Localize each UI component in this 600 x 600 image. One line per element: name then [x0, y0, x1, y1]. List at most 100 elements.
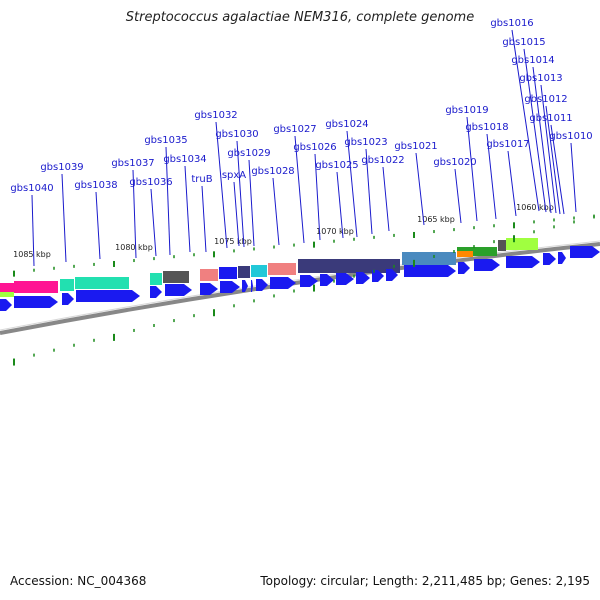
cds-arrow: [372, 270, 384, 282]
cog-block: [163, 271, 189, 283]
cds-arrow: [270, 277, 296, 289]
cog-block: [14, 281, 58, 293]
gene-leader-line: [165, 146, 171, 256]
genome-summary-text: Topology: circular; Length: 2,211,485 bp…: [260, 574, 590, 588]
gene-label: gbs1025: [315, 160, 358, 171]
gene-label: gbs1029: [227, 148, 270, 159]
cds-arrow: [300, 275, 318, 287]
gene-label: gbs1040: [10, 183, 53, 194]
cds-arrow: [543, 253, 556, 265]
gene-leader-line: [201, 185, 207, 253]
gene-label: gbs1010: [549, 131, 592, 142]
cog-block: [298, 259, 400, 273]
gene-leader-line: [294, 135, 305, 244]
gene-label: gbs1027: [273, 124, 316, 135]
gene-label: gbs1022: [361, 155, 404, 166]
gene-leader-line: [511, 29, 540, 212]
cds-arrow: [242, 280, 248, 292]
gene-label: gbs1011: [529, 113, 572, 124]
cds-arrow: [386, 269, 398, 281]
gene-label: gbs1021: [394, 141, 437, 152]
gene-leader-line: [540, 84, 557, 214]
gene-leader-line: [132, 169, 137, 259]
kbp-scale-labels: 1085 kbp 1080 kbp 1075 kbp 1070 kbp 1065 kbp…: [13, 203, 554, 259]
gene-label: gbs1017: [486, 139, 529, 150]
cds-arrow: [200, 283, 218, 295]
gene-label: gbs1014: [511, 55, 554, 66]
cog-feature-track: [0, 238, 538, 297]
gene-labels: gbs1040 gbs1039 gbs1038 gbs1037 gbs1036 gbs10…: [10, 18, 593, 267]
gene-leader-line: [346, 130, 358, 238]
kbp-label: 1060 kbp: [516, 203, 554, 212]
cog-block: [200, 269, 218, 281]
gene-leader-line: [365, 148, 373, 235]
gene-leader-line: [466, 116, 478, 222]
cds-arrow: [336, 273, 354, 285]
gene-leader-line: [415, 152, 425, 226]
cog-block: [506, 238, 538, 250]
gene-leader-line: [486, 133, 497, 220]
cds-arrow: [474, 259, 500, 271]
cog-block: [60, 279, 74, 291]
cds-arrow: [76, 290, 140, 302]
gene-leader-line: [523, 48, 547, 213]
cds-arrow: [0, 299, 12, 311]
cds-arrow: [150, 286, 162, 298]
gene-label: gbs1030: [215, 129, 258, 140]
gene-label: truB: [191, 174, 212, 185]
cds-arrow: [570, 246, 600, 258]
gene-leader-line: [314, 153, 321, 241]
cds-arrow: [558, 252, 566, 264]
gene-label: gbs1020: [433, 157, 476, 168]
cds-arrow: [251, 280, 253, 292]
gene-label: gbs1028: [251, 166, 294, 177]
gene-label: gbs1038: [74, 180, 117, 191]
gene-label: gbs1019: [445, 105, 488, 116]
cds-arrow-track: [0, 246, 600, 311]
gene-leader-line: [95, 191, 101, 260]
cog-block: [457, 251, 473, 257]
gene-label: gbs1037: [111, 158, 154, 169]
kbp-label: 1070 kbp: [316, 227, 354, 236]
gene-leader-line: [236, 140, 245, 248]
map-title: Streptococcus agalactiae NEM316, complet…: [125, 10, 475, 25]
cds-arrow: [256, 279, 268, 291]
gene-label: gbs1015: [502, 37, 545, 48]
gene-label: gbs1018: [465, 122, 508, 133]
cds-arrow: [458, 262, 470, 274]
cog-block: [150, 273, 162, 285]
gene-label: gbs1036: [129, 177, 172, 188]
cds-arrow: [62, 293, 74, 305]
scale-ticks: [13, 214, 595, 366]
cds-arrow: [506, 256, 540, 268]
kbp-label: 1085 kbp: [13, 250, 51, 259]
gene-leader-line: [545, 105, 561, 215]
accession-text: Accession: NC_004368: [10, 574, 147, 588]
cog-block: [251, 265, 267, 277]
cds-arrow: [320, 274, 334, 286]
gene-label: gbs1023: [344, 137, 387, 148]
gene-leader-line: [532, 66, 552, 214]
gene-leader-line: [570, 142, 577, 213]
cog-block: [0, 292, 14, 297]
gene-leader-line: [454, 168, 462, 224]
gene-leader-line: [248, 159, 255, 247]
cog-block: [457, 247, 497, 256]
gene-label: gbs1035: [144, 135, 187, 146]
gene-leader-line: [507, 150, 517, 217]
gene-label: gbs1032: [194, 110, 237, 121]
cds-arrow: [356, 272, 370, 284]
cog-block: [268, 263, 296, 275]
gene-leader-line: [550, 124, 565, 215]
cog-block: [75, 277, 129, 289]
cog-block: [219, 267, 237, 279]
cds-arrow: [220, 281, 240, 293]
gene-leader-line: [31, 194, 35, 267]
cds-arrow: [14, 296, 58, 308]
gene-leader-line: [233, 181, 240, 247]
cds-arrow: [165, 284, 192, 296]
gene-leader-line: [272, 177, 280, 246]
gene-label: gbs1013: [519, 73, 562, 84]
